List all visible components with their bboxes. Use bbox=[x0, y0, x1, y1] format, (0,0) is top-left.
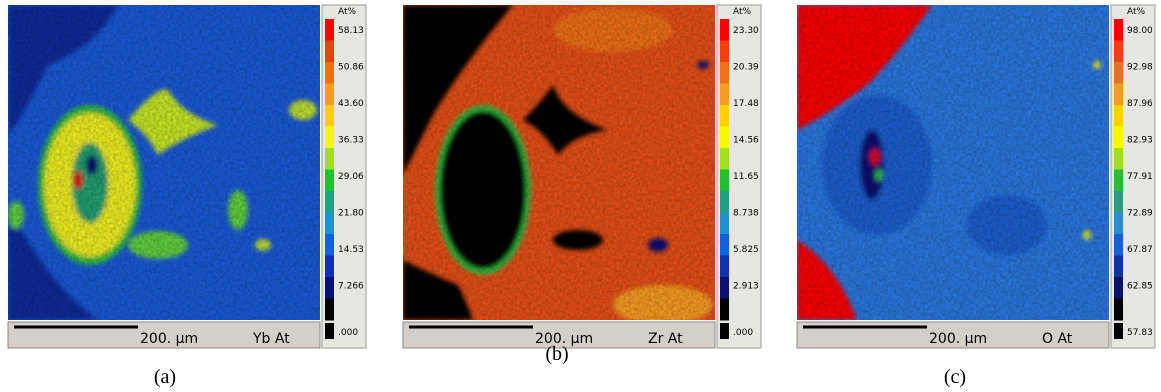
colorbar-swatch bbox=[1114, 40, 1123, 63]
colorbar-label: 7.266 bbox=[338, 282, 364, 292]
colorbar-swatch bbox=[720, 105, 729, 127]
colorbar-label: 82.93 bbox=[1127, 136, 1153, 146]
colorbar-swatch bbox=[325, 105, 334, 127]
colorbar-swatch bbox=[325, 191, 334, 213]
colorbar-label: 92.98 bbox=[1127, 63, 1153, 73]
colorbar-label: 87.96 bbox=[1127, 99, 1153, 109]
colorbar-unit: At% bbox=[338, 7, 357, 17]
colorbar-label: 14.53 bbox=[338, 245, 364, 255]
colorbar-swatch bbox=[325, 298, 334, 321]
colorbar-swatch bbox=[325, 19, 334, 41]
colorbar-swatch bbox=[1114, 126, 1123, 149]
colorbar-swatch bbox=[720, 148, 729, 170]
colorbar-label: .000 bbox=[338, 328, 358, 338]
colorbar-swatch bbox=[720, 298, 729, 321]
colorbar-label: 43.60 bbox=[338, 99, 364, 109]
element-map-panel: 200. µm O At At% 98.00 92.98 87.96 82.93 77.91 7… bbox=[796, 4, 1156, 349]
colorbar-swatch bbox=[1114, 234, 1123, 256]
colorbar-label: 11.65 bbox=[733, 172, 759, 182]
colorbar-label: 17.48 bbox=[733, 99, 759, 109]
colorbar-swatch bbox=[720, 212, 729, 235]
colorbar-swatch bbox=[720, 40, 729, 63]
colorbar-swatch bbox=[325, 277, 334, 299]
colorbar-swatch bbox=[1114, 298, 1123, 321]
colorbar-label: 58.13 bbox=[338, 26, 364, 36]
scale-label: 200. µm bbox=[140, 331, 198, 347]
colorbar-swatch bbox=[325, 234, 334, 256]
colorbar-label: 29.06 bbox=[338, 172, 364, 182]
colorbar-swatch bbox=[720, 126, 729, 149]
colorbar: At% 98.00 92.98 87.96 82.93 77.91 72.89 67.87 62… bbox=[1110, 4, 1156, 349]
colorbar-unit: At% bbox=[733, 7, 752, 17]
element-map bbox=[8, 5, 320, 320]
colorbar-swatch bbox=[1114, 255, 1123, 278]
colorbar-unit: At% bbox=[1127, 7, 1146, 17]
element-map-panel: 200. µm Yb At At% 58.13 50.86 43.60 36.33 29.06… bbox=[7, 4, 367, 349]
colorbar-swatch bbox=[720, 62, 729, 84]
colorbar-label: 98.00 bbox=[1127, 26, 1153, 36]
colorbar-label: 5.825 bbox=[733, 245, 759, 255]
colorbar-swatch bbox=[1114, 277, 1123, 299]
colorbar-label: 8.738 bbox=[733, 209, 759, 219]
colorbar-min-swatch bbox=[720, 323, 729, 339]
colorbar: At% 58.13 50.86 43.60 36.33 29.06 21.80 14.53 7.… bbox=[321, 4, 367, 349]
colorbar-swatch bbox=[325, 169, 334, 192]
colorbar-swatch bbox=[720, 83, 729, 106]
colorbar-label: 14.56 bbox=[733, 136, 759, 146]
map-texture bbox=[797, 5, 1109, 320]
colorbar-swatch bbox=[720, 19, 729, 41]
colorbar-label: 62.85 bbox=[1127, 282, 1153, 292]
colorbar-swatch bbox=[1114, 148, 1123, 170]
colorbar-swatch bbox=[720, 234, 729, 256]
colorbar-swatch bbox=[720, 255, 729, 278]
scale-label: 200. µm bbox=[535, 331, 593, 347]
colorbar-label: 67.87 bbox=[1127, 245, 1153, 255]
colorbar-swatch bbox=[325, 40, 334, 63]
colorbar-swatch bbox=[325, 255, 334, 278]
element-label: O At bbox=[1042, 331, 1073, 347]
map-texture bbox=[403, 5, 715, 320]
element-map-panel: 200. µm Zr At At% 23.30 20.39 17.48 14.56 11.65… bbox=[402, 4, 762, 349]
colorbar-swatch bbox=[325, 212, 334, 235]
colorbar-min-swatch bbox=[325, 323, 334, 339]
colorbar-min-swatch bbox=[1114, 323, 1123, 339]
colorbar-label: 23.30 bbox=[733, 26, 759, 36]
colorbar-label: 20.39 bbox=[733, 63, 759, 73]
colorbar-swatch bbox=[325, 83, 334, 106]
colorbar-swatch bbox=[325, 62, 334, 84]
colorbar-swatch bbox=[1114, 83, 1123, 106]
panel-caption: (a) bbox=[154, 366, 176, 388]
element-map bbox=[403, 5, 715, 320]
colorbar-swatch bbox=[1114, 19, 1123, 41]
scale-label: 200. µm bbox=[929, 331, 987, 347]
colorbar: At% 23.30 20.39 17.48 14.56 11.65 8.738 5.825 2.… bbox=[716, 4, 762, 349]
colorbar-label: 36.33 bbox=[338, 136, 364, 146]
map-texture bbox=[8, 5, 320, 320]
colorbar-swatch bbox=[1114, 105, 1123, 127]
panel-caption: (c) bbox=[944, 366, 966, 388]
element-label: Yb At bbox=[252, 331, 290, 347]
colorbar-swatch bbox=[720, 191, 729, 213]
colorbar-swatch bbox=[1114, 191, 1123, 213]
colorbar-label: .000 bbox=[733, 328, 753, 338]
colorbar-swatch bbox=[1114, 62, 1123, 84]
colorbar-swatch bbox=[325, 126, 334, 149]
colorbar-swatch bbox=[1114, 212, 1123, 235]
element-map bbox=[797, 5, 1109, 320]
colorbar-swatch bbox=[720, 169, 729, 192]
colorbar-label: 72.89 bbox=[1127, 209, 1153, 219]
colorbar-label: 50.86 bbox=[338, 63, 364, 73]
colorbar-label: 57.83 bbox=[1127, 328, 1153, 338]
colorbar-label: 77.91 bbox=[1127, 172, 1153, 182]
colorbar-label: 21.80 bbox=[338, 209, 364, 219]
colorbar-swatch bbox=[325, 148, 334, 170]
colorbar-label: 2.913 bbox=[733, 282, 759, 292]
panel-caption: (b) bbox=[545, 343, 568, 365]
colorbar-swatch bbox=[1114, 169, 1123, 192]
colorbar-swatch bbox=[720, 277, 729, 299]
element-label: Zr At bbox=[648, 331, 683, 347]
